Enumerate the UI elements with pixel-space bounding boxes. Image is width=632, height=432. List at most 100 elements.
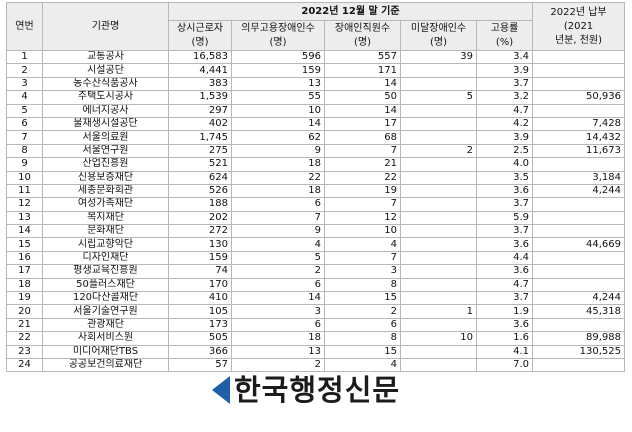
- cell-no: 1: [6, 49, 43, 65]
- cell-shortfall: [400, 197, 477, 212]
- cell-mandatory: 2: [231, 264, 325, 279]
- cell-mandatory: 159: [231, 63, 325, 78]
- cell-disabled: 21: [324, 157, 401, 172]
- cell-rate: 3.7: [476, 197, 533, 212]
- table-row: 4 주택도시공사 1,539 55 50 5 3.2 50,936: [6, 90, 625, 105]
- table-row: 7 서울의료원 1,745 62 68 3.9 14,432: [6, 130, 625, 145]
- cell-workers: 1,539: [168, 90, 232, 105]
- cell-mandatory: 9: [231, 224, 325, 239]
- table-row: 18 50플러스재단 170 6 8 4.7: [6, 277, 625, 293]
- cell-disabled: 4: [324, 357, 401, 373]
- cell-mandatory: 2: [231, 357, 325, 373]
- cell-workers: 526: [168, 183, 232, 199]
- cell-no: 4: [6, 90, 43, 105]
- cell-shortfall: [400, 63, 477, 78]
- cell-shortfall: 1: [400, 304, 477, 319]
- col-header-org: 기관명: [42, 2, 169, 51]
- cell-payment: [532, 157, 625, 172]
- cell-org: 시설공단: [42, 63, 169, 78]
- cell-workers: 188: [168, 197, 232, 212]
- cell-mandatory: 6: [231, 317, 325, 333]
- cell-workers: 505: [168, 331, 232, 346]
- cell-mandatory: 6: [231, 197, 325, 212]
- cell-shortfall: [400, 116, 477, 132]
- cell-no: 8: [6, 143, 43, 159]
- cell-workers: 272: [168, 224, 232, 239]
- cell-payment: 45,318: [532, 304, 625, 319]
- table-row: 23 미디어재단TBS 366 13 15 4.1 130,525: [6, 344, 625, 359]
- cell-disabled: 8: [324, 331, 401, 346]
- cell-mandatory: 6: [231, 277, 325, 293]
- cell-mandatory: 7: [231, 210, 325, 226]
- cell-shortfall: [400, 250, 477, 266]
- cell-org: 물재생시설공단: [42, 116, 169, 132]
- cell-payment: 44,669: [532, 237, 625, 252]
- table-row: 22 사회서비스원 505 18 8 10 1.6 89,988: [6, 331, 625, 346]
- cell-org: 공공보건의료재단: [42, 357, 169, 373]
- cell-org: 120다산콜재단: [42, 291, 169, 306]
- cell-payment: 4,244: [532, 183, 625, 199]
- cell-shortfall: [400, 170, 477, 185]
- employment-table: 연번 기관명 2022년 12월 말 기준 2022년 납부(2021 년분, …: [6, 2, 625, 373]
- cell-mandatory: 5: [231, 250, 325, 266]
- cell-mandatory: 3: [231, 304, 325, 319]
- cell-payment: 7,428: [532, 116, 625, 132]
- cell-shortfall: [400, 277, 477, 293]
- table-row: 14 문화재단 272 9 10 3.7: [6, 224, 625, 239]
- table-row: 16 디자인재단 159 5 7 4.4: [6, 250, 625, 266]
- cell-org: 디자인재단: [42, 250, 169, 266]
- col-header-rate: 고용률 (%): [476, 20, 533, 51]
- group-header-date: 2022년 12월 말 기준: [168, 2, 533, 21]
- cell-rate: 3.6: [476, 237, 533, 252]
- cell-mandatory: 4: [231, 237, 325, 252]
- cell-mandatory: 596: [231, 49, 325, 65]
- cell-workers: 402: [168, 116, 232, 132]
- cell-mandatory: 22: [231, 170, 325, 185]
- cell-mandatory: 18: [231, 183, 325, 199]
- table-row: 10 신용보증재단 624 22 22 3.5 3,184: [6, 170, 625, 185]
- cell-mandatory: 62: [231, 130, 325, 145]
- cell-rate: 4.1: [476, 344, 533, 359]
- cell-workers: 159: [168, 250, 232, 266]
- cell-shortfall: [400, 210, 477, 226]
- cell-no: 20: [6, 304, 43, 319]
- cell-disabled: 3: [324, 264, 401, 279]
- cell-disabled: 2: [324, 304, 401, 319]
- cell-org: 주택도시공사: [42, 90, 169, 105]
- cell-org: 신용보증재단: [42, 170, 169, 185]
- cell-no: 2: [6, 63, 43, 78]
- cell-no: 10: [6, 170, 43, 185]
- table-row: 8 서울연구원 275 9 7 2 2.5 11,673: [6, 143, 625, 159]
- table-row: 19 120다산콜재단 410 14 15 3.7 4,244: [6, 291, 625, 306]
- cell-no: 17: [6, 264, 43, 279]
- cell-no: 14: [6, 224, 43, 239]
- cell-disabled: 7: [324, 250, 401, 266]
- cell-payment: 89,988: [532, 331, 625, 346]
- cell-no: 24: [6, 357, 43, 373]
- cell-shortfall: [400, 317, 477, 333]
- cell-disabled: 19: [324, 183, 401, 199]
- cell-payment: [532, 317, 625, 333]
- cell-no: 11: [6, 183, 43, 199]
- cell-rate: 3.7: [476, 224, 533, 239]
- cell-rate: 5.9: [476, 210, 533, 226]
- cell-workers: 4,441: [168, 63, 232, 78]
- cell-payment: [532, 63, 625, 78]
- cell-workers: 105: [168, 304, 232, 319]
- cell-shortfall: [400, 224, 477, 239]
- cell-payment: [532, 357, 625, 373]
- cell-org: 관광재단: [42, 317, 169, 333]
- cell-workers: 16,583: [168, 49, 232, 65]
- cell-no: 13: [6, 210, 43, 226]
- cell-org: 서울기술연구원: [42, 304, 169, 319]
- table-row: 9 산업진흥원 521 18 21 4.0: [6, 157, 625, 172]
- cell-mandatory: 13: [231, 76, 325, 92]
- col-header-mandatory: 의무고용장애인수 (명): [231, 20, 325, 51]
- cell-mandatory: 18: [231, 157, 325, 172]
- cell-no: 9: [6, 157, 43, 172]
- cell-rate: 4.2: [476, 116, 533, 132]
- cell-rate: 3.6: [476, 183, 533, 199]
- cell-mandatory: 13: [231, 344, 325, 359]
- cell-disabled: 10: [324, 224, 401, 239]
- cell-workers: 173: [168, 317, 232, 333]
